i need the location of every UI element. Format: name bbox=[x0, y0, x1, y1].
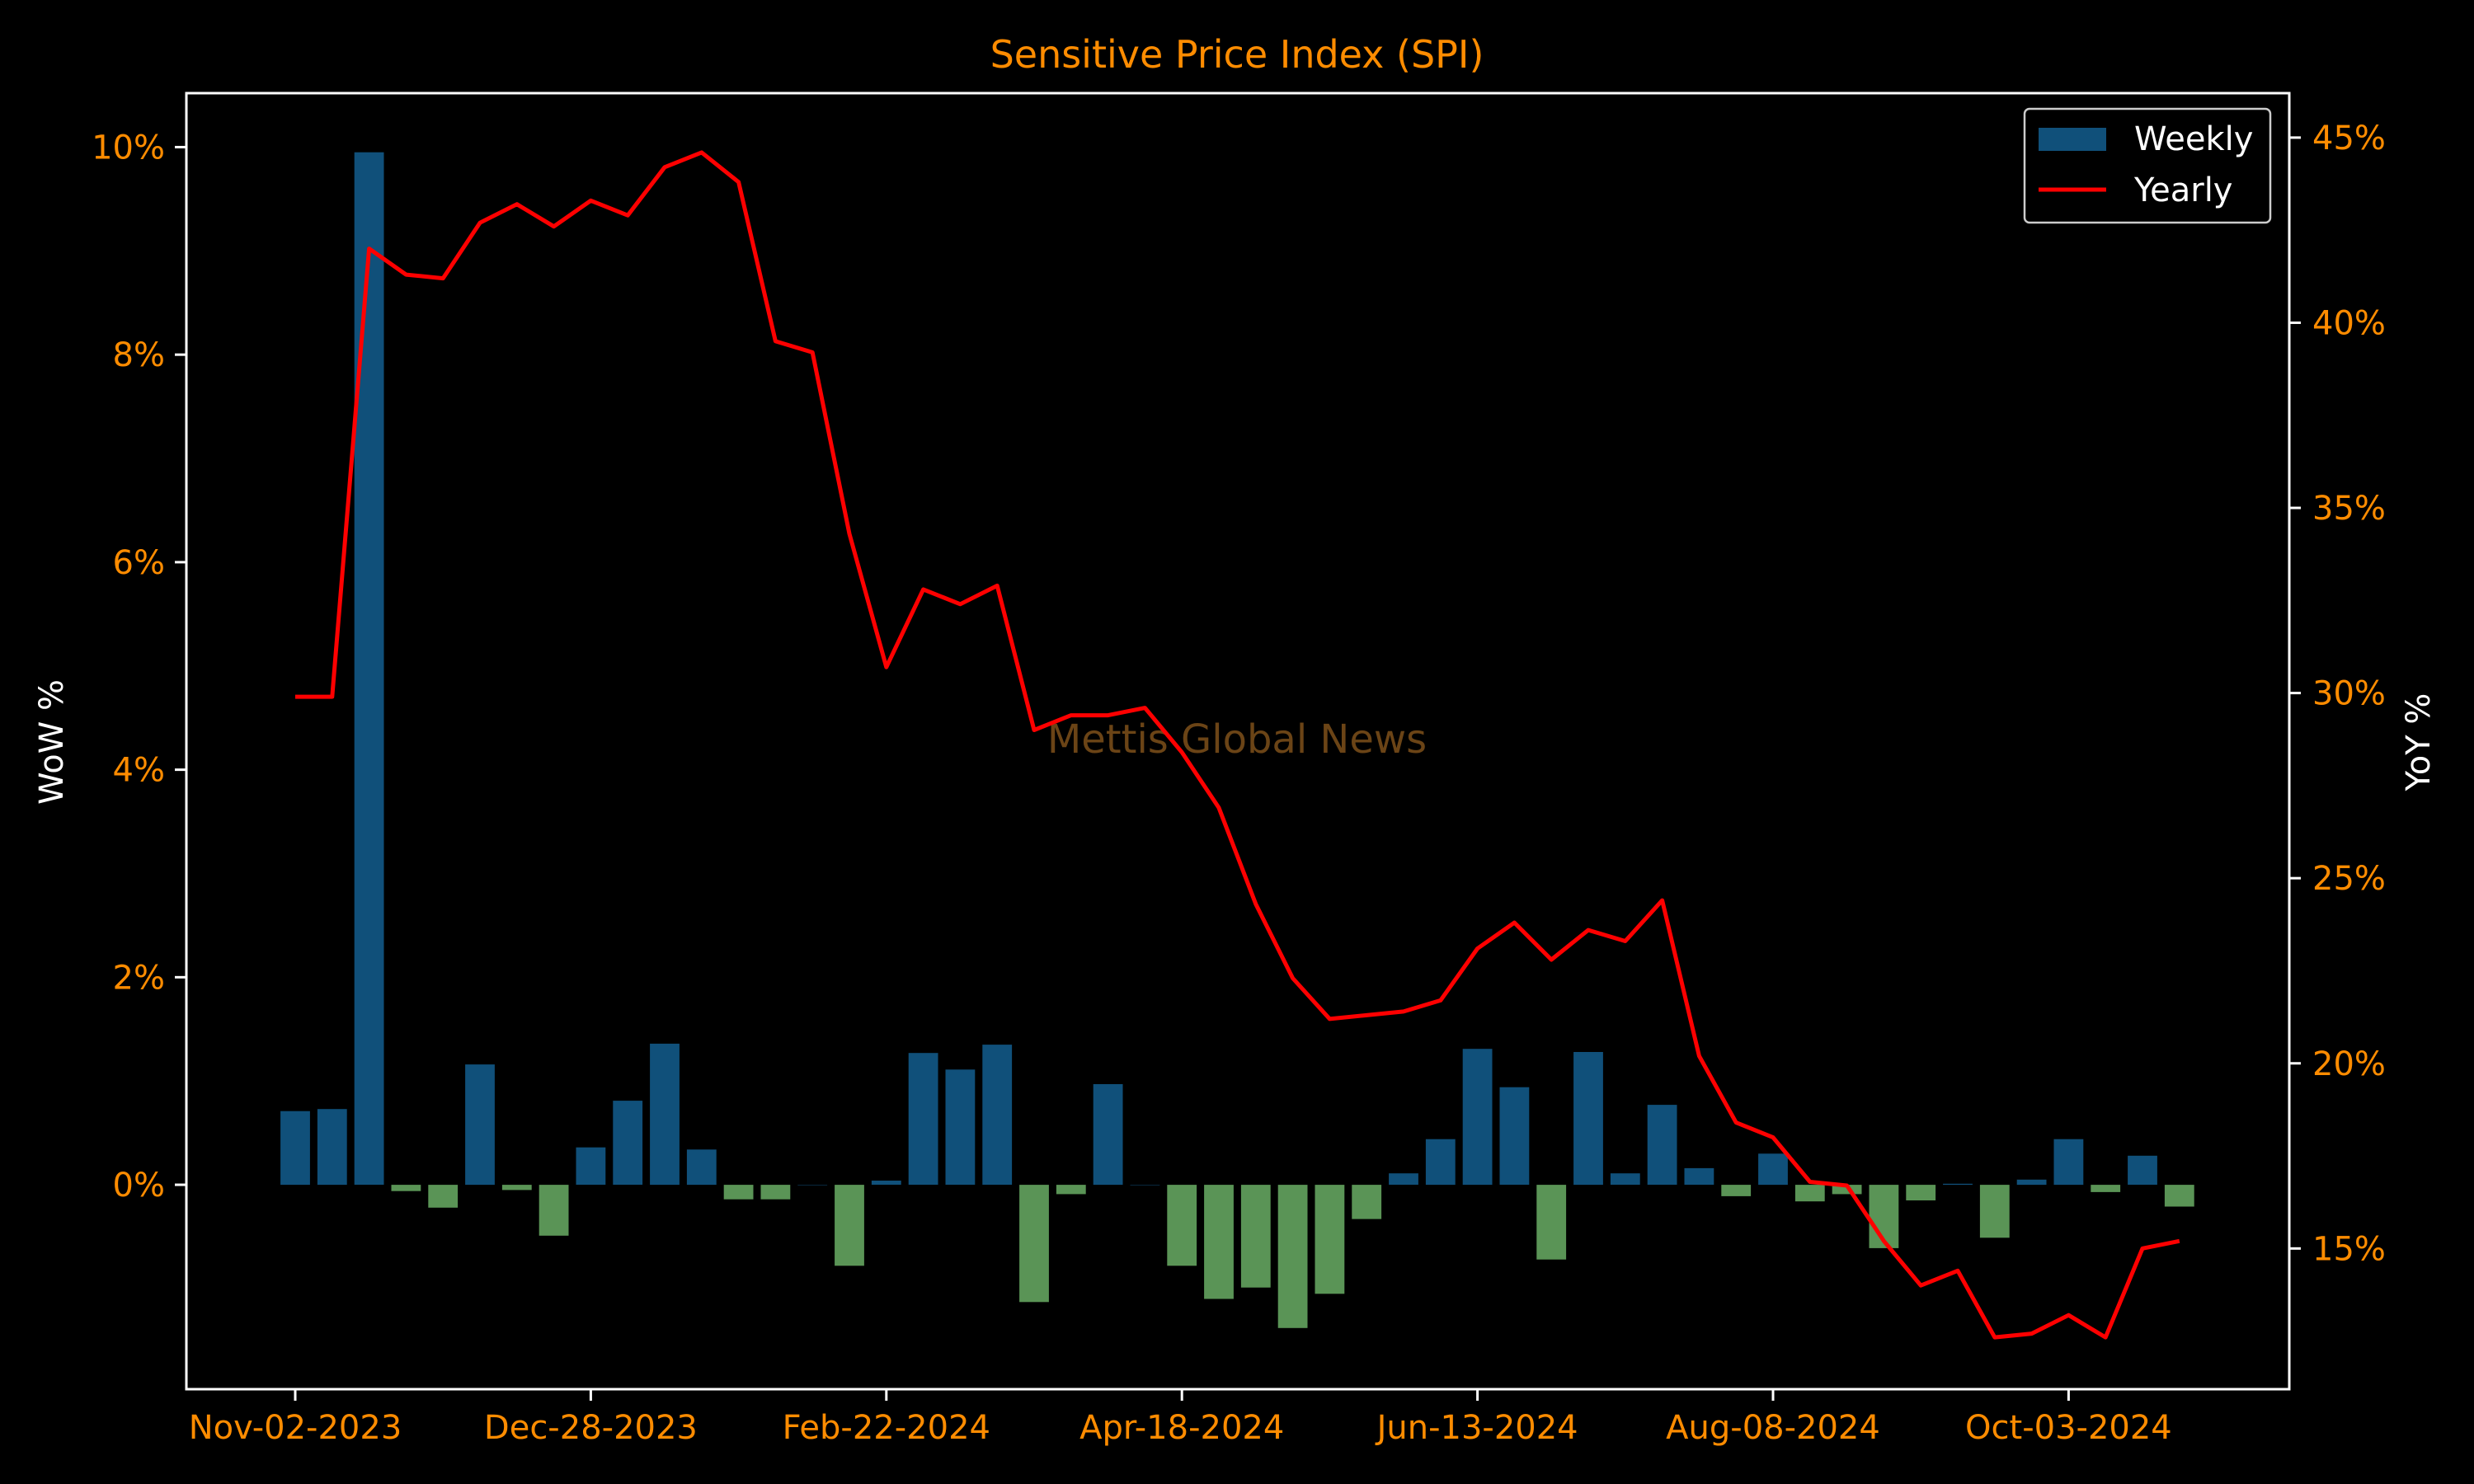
weekly-bar bbox=[1352, 1185, 1382, 1219]
left-axis: 0% 2% 4% 6% 8% 10% bbox=[92, 129, 186, 1205]
weekly-bar bbox=[650, 1043, 680, 1186]
weekly-bar bbox=[2164, 1185, 2194, 1207]
right-tick-label: 30% bbox=[2312, 675, 2386, 713]
left-axis-label: WoW % bbox=[33, 679, 71, 805]
x-tick-label: Dec-28-2023 bbox=[484, 1409, 698, 1447]
left-tick-label: 0% bbox=[113, 1167, 165, 1205]
plot-frame bbox=[185, 92, 2291, 1391]
watermark-text: Mettis Global News bbox=[1047, 716, 1427, 763]
x-axis: Nov-02-2023 Dec-28-2023 Feb-22-2024 Apr-18-… bbox=[189, 1389, 2172, 1447]
weekly-bar bbox=[576, 1147, 606, 1185]
left-tick-label: 8% bbox=[113, 336, 165, 374]
left-tick-label: 10% bbox=[92, 129, 165, 167]
right-tick-label: 35% bbox=[2312, 490, 2386, 528]
weekly-bar bbox=[317, 1109, 347, 1186]
weekly-bar bbox=[760, 1185, 791, 1200]
weekly-bar bbox=[1794, 1185, 1825, 1202]
right-tick-label: 25% bbox=[2312, 860, 2386, 898]
weekly-bar bbox=[1573, 1052, 1603, 1186]
weekly-bar bbox=[686, 1149, 717, 1186]
weekly-bar bbox=[1758, 1153, 1788, 1186]
weekly-bar bbox=[2053, 1139, 2084, 1186]
weekly-bar bbox=[1425, 1139, 1456, 1186]
weekly-bars bbox=[280, 152, 2194, 1328]
chart-title: Sensitive Price Index (SPI) bbox=[990, 32, 1484, 77]
weekly-bar bbox=[1056, 1185, 1086, 1195]
weekly-bar bbox=[1093, 1084, 1123, 1186]
weekly-bar bbox=[1943, 1183, 1973, 1186]
yearly-line-layer bbox=[295, 150, 2180, 1340]
weekly-bar bbox=[2091, 1185, 2121, 1192]
weekly-bar bbox=[1240, 1185, 1271, 1288]
x-tick-label: Jun-13-2024 bbox=[1375, 1409, 1578, 1447]
weekly-bar bbox=[539, 1185, 569, 1236]
weekly-bar bbox=[391, 1185, 421, 1191]
legend-label-yearly: Yearly bbox=[2133, 171, 2232, 209]
right-tick-label: 15% bbox=[2312, 1230, 2386, 1268]
right-axis: 15% 20% 25% 30% 35% 40% 45% bbox=[2289, 120, 2386, 1268]
left-tick-label: 2% bbox=[113, 959, 165, 997]
weekly-bar bbox=[1277, 1185, 1308, 1328]
left-tick-label: 4% bbox=[113, 752, 165, 790]
weekly-bar bbox=[1019, 1185, 1049, 1303]
weekly-bar bbox=[1684, 1167, 1714, 1185]
legend: Weekly Yearly bbox=[2023, 107, 2272, 224]
weekly-bar bbox=[1906, 1185, 1936, 1200]
weekly-bar bbox=[908, 1053, 938, 1185]
right-axis-label: YoY % bbox=[2400, 693, 2438, 792]
weekly-bar bbox=[835, 1185, 864, 1266]
weekly-bar bbox=[501, 1185, 532, 1190]
weekly-bar bbox=[613, 1101, 643, 1185]
weekly-bar bbox=[871, 1181, 901, 1185]
x-tick-label: Apr-18-2024 bbox=[1079, 1409, 1284, 1447]
weekly-bar bbox=[1130, 1185, 1160, 1186]
right-tick-label: 45% bbox=[2312, 120, 2386, 157]
weekly-bar bbox=[1721, 1185, 1752, 1196]
weekly-bar bbox=[945, 1069, 976, 1185]
x-tick-label: Nov-02-2023 bbox=[189, 1409, 402, 1447]
weekly-bar bbox=[1389, 1173, 1418, 1185]
weekly-bar bbox=[1832, 1185, 1862, 1195]
weekly-bar bbox=[2128, 1155, 2157, 1185]
weekly-bar bbox=[1979, 1185, 2010, 1238]
yearly-line bbox=[295, 150, 2180, 1340]
weekly-bar bbox=[280, 1111, 310, 1186]
weekly-bar bbox=[465, 1064, 495, 1186]
weekly-bar bbox=[1647, 1105, 1677, 1185]
weekly-bar bbox=[428, 1185, 459, 1208]
right-tick-label: 20% bbox=[2312, 1045, 2386, 1083]
weekly-bar bbox=[723, 1185, 754, 1200]
weekly-bar bbox=[2016, 1179, 2047, 1186]
left-tick-label: 6% bbox=[113, 544, 165, 582]
weekly-bar bbox=[797, 1185, 828, 1186]
weekly-bar bbox=[1536, 1185, 1567, 1260]
weekly-bar bbox=[1167, 1185, 1197, 1266]
weekly-bar bbox=[1610, 1173, 1640, 1185]
x-tick-label: Oct-03-2024 bbox=[1965, 1409, 2172, 1447]
weekly-bar bbox=[1204, 1185, 1234, 1299]
x-tick-label: Aug-08-2024 bbox=[1666, 1409, 1880, 1447]
legend-label-weekly: Weekly bbox=[2134, 120, 2253, 158]
weekly-bar bbox=[1315, 1185, 1345, 1294]
weekly-bar bbox=[1499, 1087, 1530, 1185]
weekly-bar bbox=[982, 1045, 1013, 1185]
weekly-bar bbox=[1462, 1049, 1493, 1186]
right-tick-label: 40% bbox=[2312, 304, 2386, 342]
weekly-bar bbox=[354, 152, 384, 1186]
legend-swatch-weekly bbox=[2039, 128, 2106, 151]
x-tick-label: Feb-22-2024 bbox=[783, 1409, 990, 1447]
